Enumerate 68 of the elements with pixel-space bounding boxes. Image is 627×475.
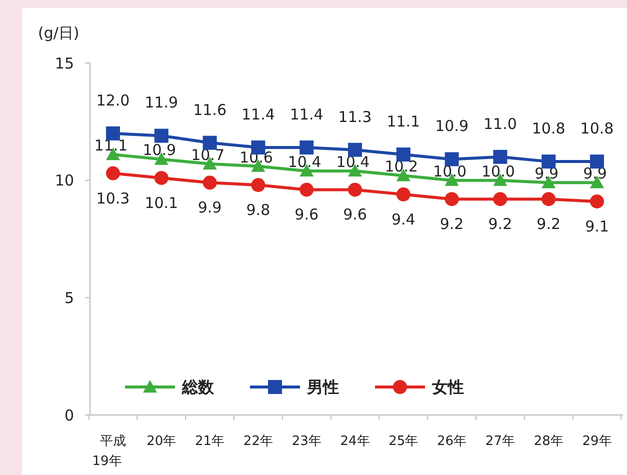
x-tick-label: 平成19年 xyxy=(92,434,126,469)
point xyxy=(348,142,362,157)
x-tick-label: 24年 xyxy=(340,434,370,449)
data-label: 10.3 xyxy=(96,189,130,208)
x-tick-label: 20年 xyxy=(146,434,176,449)
data-label: 11.1 xyxy=(94,136,128,155)
data-label: 9.2 xyxy=(536,215,561,234)
data-label: 10.8 xyxy=(580,120,614,138)
point xyxy=(154,170,168,185)
data-label: 11.1 xyxy=(386,112,420,131)
x-tick-label: 21年 xyxy=(195,434,225,449)
point xyxy=(493,192,508,206)
point xyxy=(348,182,362,197)
legend-label: 男性 xyxy=(306,378,339,397)
point xyxy=(202,176,217,190)
data-label: 9.2 xyxy=(488,215,512,234)
y-tick-label: 5 xyxy=(64,288,74,307)
point xyxy=(590,194,604,208)
legend-label: 総数 xyxy=(181,378,215,397)
point xyxy=(106,126,120,140)
data-label: 9.9 xyxy=(583,164,607,183)
data-label: 10.0 xyxy=(481,162,515,180)
data-label: 10.4 xyxy=(288,152,322,171)
y-axis-title: (g/日) xyxy=(38,24,80,42)
point xyxy=(396,187,410,202)
data-label: 11.4 xyxy=(241,105,275,124)
data-label: 11.9 xyxy=(144,94,178,112)
data-label: 9.1 xyxy=(585,217,609,236)
x-tick-label: 23年 xyxy=(292,434,322,449)
data-label: 9.9 xyxy=(534,164,559,183)
data-label: 9.9 xyxy=(198,198,222,217)
data-label: 10.9 xyxy=(435,117,469,136)
point xyxy=(300,140,314,154)
data-label: 10.0 xyxy=(433,162,467,180)
point xyxy=(106,166,120,180)
point xyxy=(493,150,508,164)
point xyxy=(542,192,556,206)
y-tick-label: 0 xyxy=(64,406,74,424)
point xyxy=(202,136,217,150)
x-tick-label: 26年 xyxy=(437,434,467,449)
legend-label: 女性 xyxy=(431,378,464,397)
x-tick-label: 27年 xyxy=(485,434,515,449)
data-label: 9.6 xyxy=(343,206,367,224)
data-label: 11.3 xyxy=(338,108,372,126)
y-tick-label: 10 xyxy=(54,172,74,190)
data-label: 10.1 xyxy=(144,194,178,212)
data-label: 9.8 xyxy=(246,201,270,220)
data-label: 10.2 xyxy=(384,158,418,176)
data-label: 12.0 xyxy=(96,91,130,110)
point xyxy=(251,178,266,192)
data-label: 9.4 xyxy=(391,210,416,228)
x-tick-label: 25年 xyxy=(388,434,418,449)
x-tick-label: 28年 xyxy=(534,434,564,449)
data-label: 9.2 xyxy=(440,215,464,234)
data-label: 10.7 xyxy=(191,146,225,164)
data-label: 11.4 xyxy=(290,105,324,124)
data-label: 11.6 xyxy=(193,100,227,119)
x-tick-label: 22年 xyxy=(243,434,273,449)
data-label: 11.0 xyxy=(483,114,517,133)
point xyxy=(154,128,168,143)
data-label: 10.9 xyxy=(142,141,176,160)
data-label: 10.8 xyxy=(532,120,566,138)
x-tick-label: 29年 xyxy=(582,434,612,449)
y-tick-label: 15 xyxy=(54,54,74,72)
point xyxy=(300,182,314,197)
data-label: 9.6 xyxy=(294,206,319,224)
data-label: 10.4 xyxy=(336,152,370,171)
point xyxy=(444,192,459,206)
